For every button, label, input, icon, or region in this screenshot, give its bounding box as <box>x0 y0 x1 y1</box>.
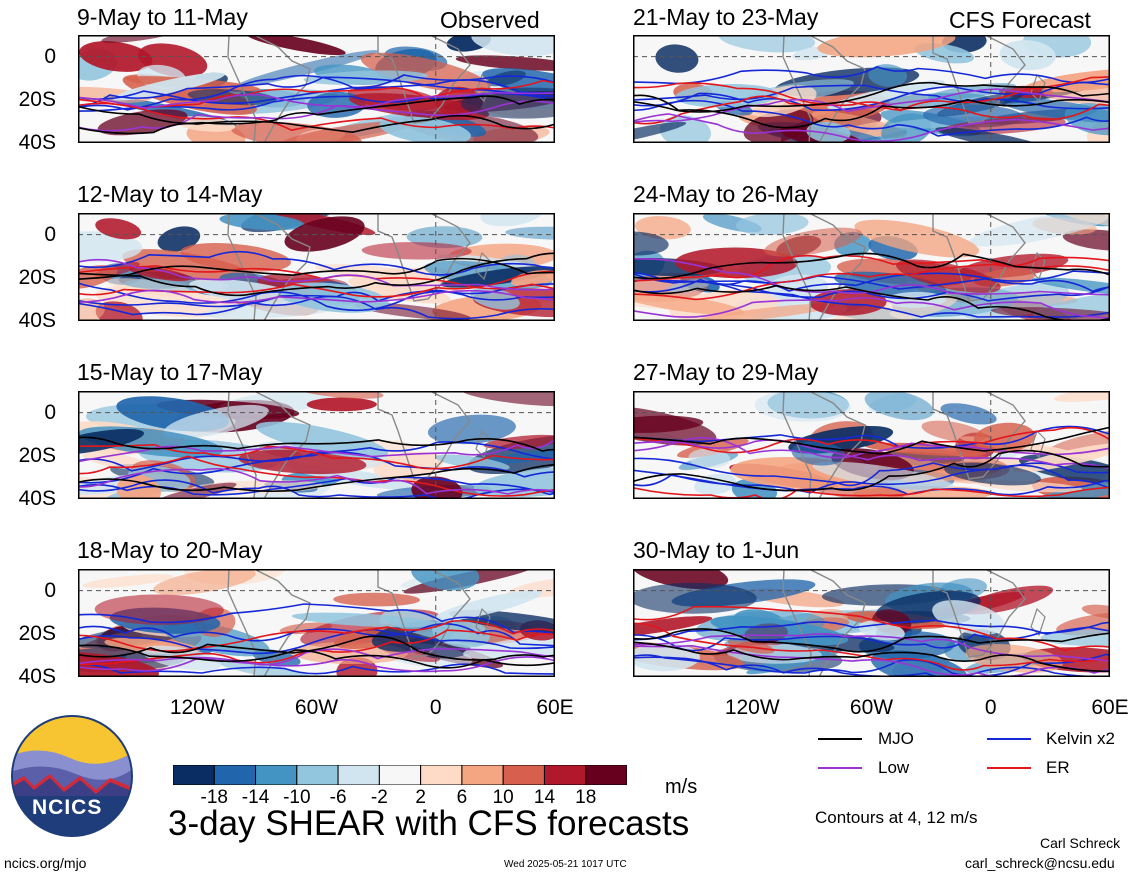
colorbar-swatch <box>378 764 422 786</box>
colorbar-swatch <box>213 764 257 786</box>
site-link[interactable]: ncics.org/mjo <box>4 855 87 871</box>
timestamp: Wed 2025-05-21 1017 UTC <box>504 859 627 870</box>
panel-title-obs-2: 12-May to 14-May <box>77 181 263 207</box>
y-tick-label: 0 <box>44 579 56 602</box>
colorbar-swatch <box>461 764 504 786</box>
y-tick-label: 40S <box>18 665 56 688</box>
colorbar <box>172 764 628 786</box>
shear-panel <box>633 391 1110 499</box>
colorbar-units: m/s <box>665 776 698 798</box>
panel-title-obs-4: 18-May to 20-May <box>77 537 263 563</box>
x-tick-label: 60W <box>294 696 339 719</box>
panel-title-fcst-3: 27-May to 29-May <box>633 359 819 385</box>
y-tick-label: 0 <box>44 45 56 68</box>
author-email[interactable]: carl_schreck@ncsu.edu <box>965 855 1115 871</box>
colorbar-tick-label: 10 <box>492 787 514 808</box>
colorbar-swatch <box>420 764 463 786</box>
panel-title-fcst-4: 30-May to 1-Jun <box>633 537 800 563</box>
x-tick-label: 60E <box>536 696 574 719</box>
panel-title-obs-3: 15-May to 17-May <box>77 359 263 385</box>
legend-line-kelvin <box>987 738 1031 740</box>
shear-panel <box>78 35 555 143</box>
y-tick-label: 20S <box>18 88 56 111</box>
x-tick-label: 120W <box>724 696 780 719</box>
author-name: Carl Schreck <box>1040 835 1121 851</box>
colorbar-swatch <box>255 764 298 786</box>
colorbar-swatch <box>502 764 545 786</box>
shear-panel <box>633 35 1110 143</box>
y-tick-label: 20S <box>18 622 56 645</box>
colorbar-swatch <box>296 764 339 786</box>
colorbar-tick-label: 2 <box>415 787 426 808</box>
x-tick-label: 60W <box>849 696 894 719</box>
panel-title-fcst-2: 24-May to 26-May <box>633 181 819 207</box>
shear-panel <box>78 391 555 499</box>
colorbar-swatch <box>172 764 215 786</box>
ncics-logo-text: NCICS <box>32 796 103 819</box>
observed-header: Observed <box>440 7 540 33</box>
y-tick-label: 40S <box>18 487 56 510</box>
panel-title-fcst-1: 21-May to 23-May <box>633 4 819 30</box>
y-tick-label: 20S <box>18 266 56 289</box>
contours-note: Contours at 4, 12 m/s <box>815 808 978 827</box>
legend-line-low <box>818 767 862 769</box>
x-tick-label: 0 <box>429 696 442 719</box>
shear-panel <box>633 213 1110 321</box>
legend-label-er: ER <box>1046 758 1070 777</box>
colorbar-tick-label: 6 <box>456 787 468 808</box>
legend-label-kelvin: Kelvin x2 <box>1046 729 1115 748</box>
legend-label-mjo: MJO <box>878 729 914 748</box>
colorbar-tick-label: -14 <box>241 787 270 808</box>
figure-title: 3-day SHEAR with CFS forecasts <box>168 804 690 843</box>
x-tick-label: 0 <box>984 696 997 719</box>
legend-line-er <box>987 767 1031 769</box>
colorbar-swatch <box>337 764 380 786</box>
x-tick-label: 60E <box>1091 696 1129 719</box>
panel-title-obs-1: 9-May to 11-May <box>77 4 248 30</box>
shear-panel <box>78 213 555 321</box>
colorbar-swatch <box>585 764 628 786</box>
colorbar-tick-label: -6 <box>329 787 347 808</box>
y-tick-label: 0 <box>44 223 56 246</box>
x-tick-label: 120W <box>169 696 225 719</box>
legend-label-low: Low <box>878 758 910 777</box>
colorbar-swatch <box>543 764 587 786</box>
forecast-header: CFS Forecast <box>949 7 1091 33</box>
y-tick-label: 0 <box>44 401 56 424</box>
colorbar-tick-label: 18 <box>575 787 597 808</box>
colorbar-tick-label: 14 <box>533 787 556 808</box>
colorbar-tick-label: -10 <box>283 787 311 808</box>
y-tick-label: 40S <box>18 131 56 154</box>
shear-panel <box>633 569 1110 677</box>
legend-line-mjo <box>818 738 862 740</box>
colorbar-tick-label: -2 <box>370 787 388 808</box>
colorbar-tick-label: -18 <box>200 787 228 808</box>
y-tick-label: 20S <box>18 444 56 467</box>
y-tick-label: 40S <box>18 309 56 332</box>
shear-panel <box>78 569 555 677</box>
ncics-logo <box>10 714 134 838</box>
